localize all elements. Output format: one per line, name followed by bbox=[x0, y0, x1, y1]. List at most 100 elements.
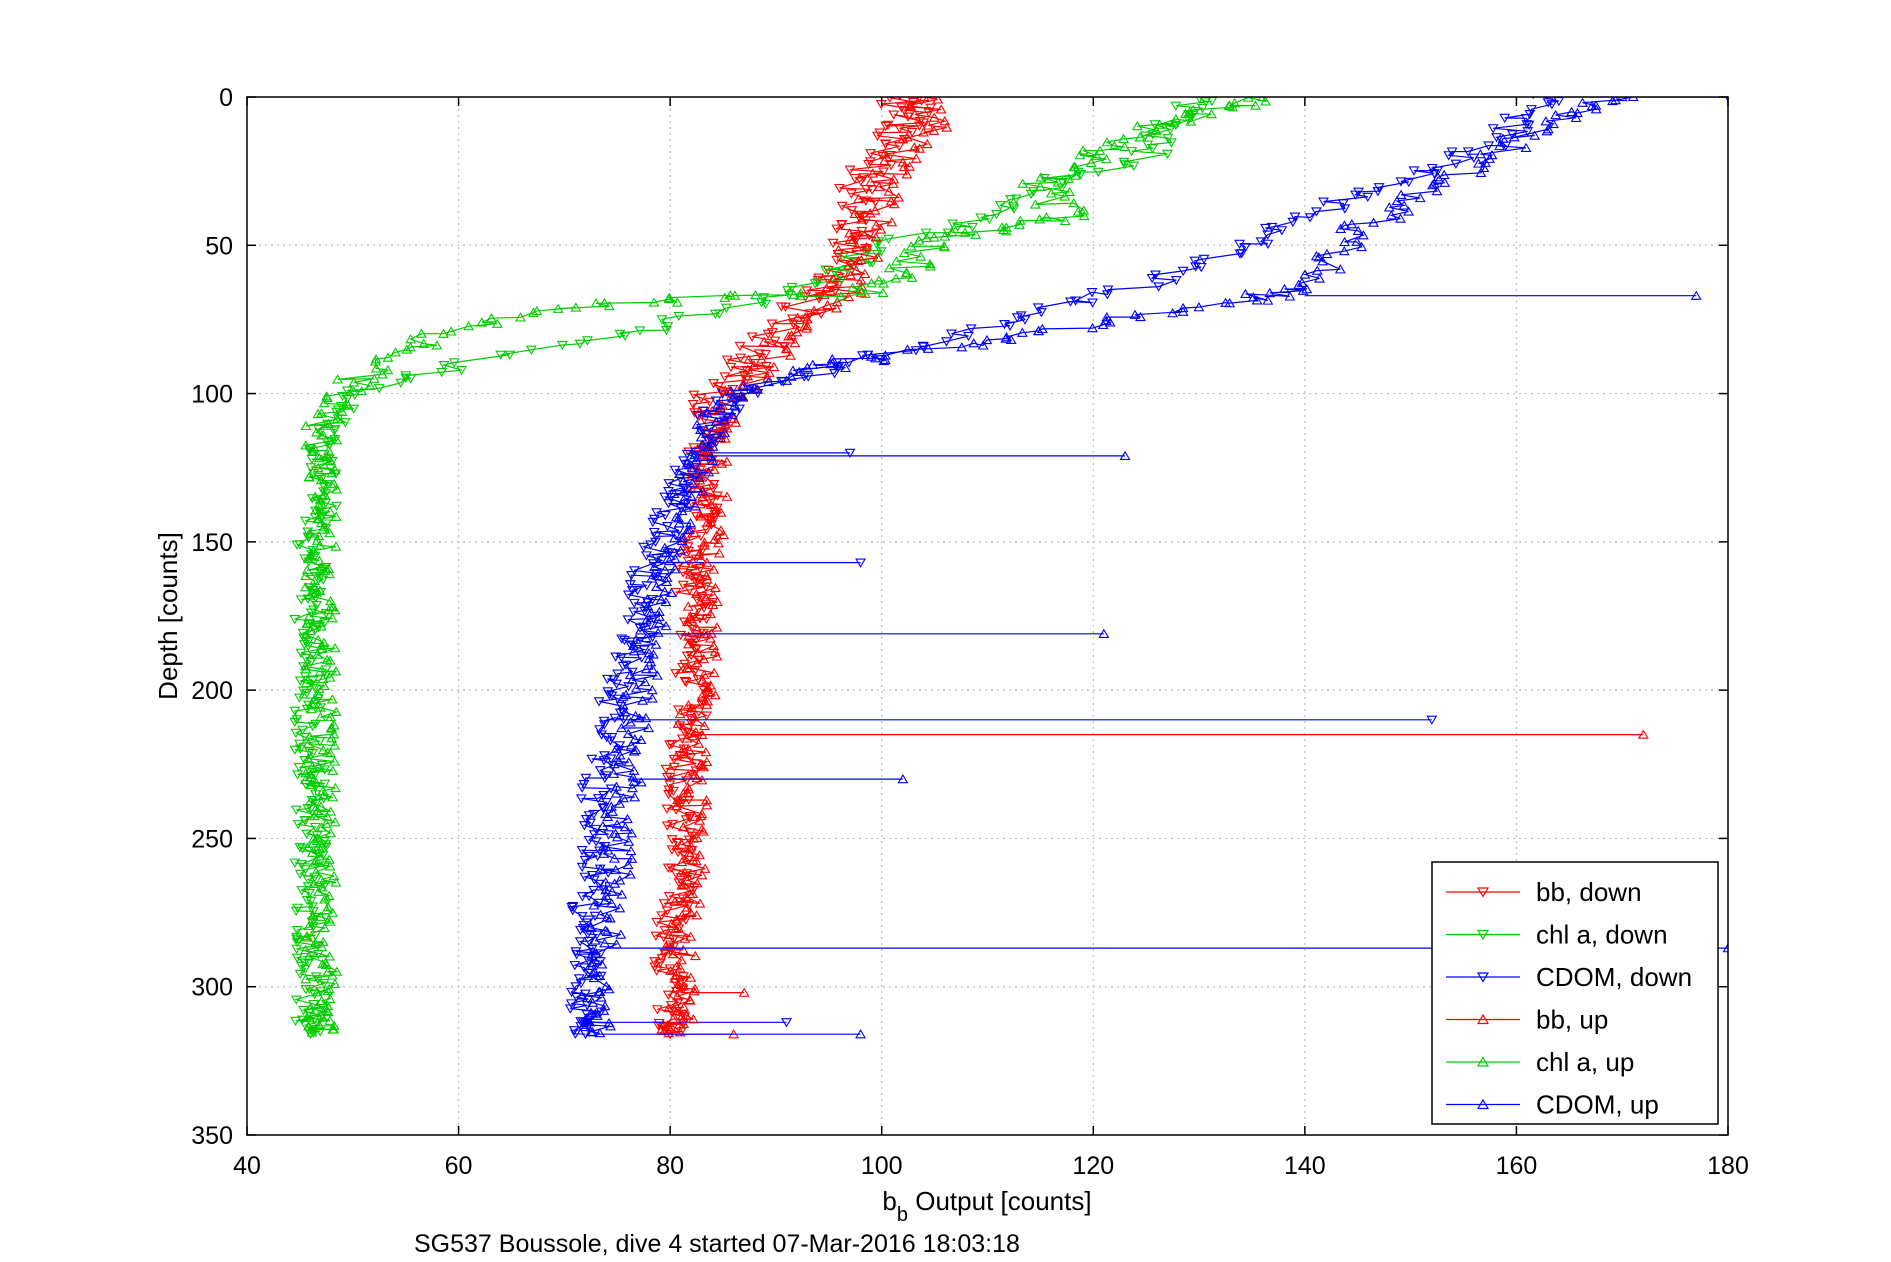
data-point bbox=[701, 408, 713, 418]
data-point bbox=[681, 449, 693, 460]
data-point bbox=[313, 499, 325, 510]
data-point bbox=[661, 821, 673, 831]
data-point bbox=[1520, 142, 1532, 153]
data-point bbox=[786, 330, 797, 340]
data-point bbox=[1036, 323, 1048, 334]
data-point bbox=[847, 282, 859, 292]
data-point bbox=[1257, 97, 1269, 102]
data-point bbox=[594, 725, 606, 735]
data-point bbox=[942, 228, 954, 238]
data-point bbox=[320, 840, 332, 850]
data-point bbox=[801, 362, 813, 372]
data-point bbox=[873, 275, 885, 285]
data-point bbox=[339, 418, 351, 428]
data-point bbox=[325, 827, 336, 838]
data-point bbox=[306, 847, 318, 857]
data-point bbox=[660, 596, 672, 607]
data-point bbox=[758, 293, 770, 303]
data-point bbox=[662, 499, 674, 509]
data-point bbox=[298, 633, 310, 643]
data-point bbox=[604, 913, 616, 923]
data-point bbox=[669, 553, 681, 564]
data-point bbox=[1147, 144, 1158, 154]
data-point bbox=[807, 359, 819, 369]
data-point bbox=[831, 303, 843, 313]
data-point bbox=[316, 640, 327, 650]
data-point bbox=[628, 765, 640, 775]
data-point bbox=[1284, 291, 1296, 301]
data-point bbox=[590, 948, 602, 958]
data-point bbox=[570, 982, 582, 992]
data-point bbox=[601, 674, 613, 685]
data-point bbox=[311, 649, 323, 659]
data-point bbox=[713, 548, 725, 558]
data-point bbox=[304, 731, 316, 741]
data-point bbox=[1229, 97, 1241, 108]
data-point bbox=[316, 408, 327, 418]
data-point bbox=[680, 502, 692, 512]
data-point bbox=[711, 622, 723, 632]
data-point bbox=[1250, 100, 1261, 110]
data-point bbox=[646, 693, 658, 703]
data-point bbox=[904, 100, 916, 110]
data-point bbox=[685, 972, 697, 982]
series-chl-a-up bbox=[299, 97, 1271, 1037]
data-point bbox=[306, 454, 318, 465]
data-point bbox=[737, 392, 749, 402]
data-point bbox=[697, 675, 709, 685]
data-point bbox=[704, 397, 716, 408]
data-point bbox=[1521, 120, 1533, 130]
legend-marker bbox=[1476, 972, 1490, 983]
spike-point bbox=[1637, 729, 1649, 739]
data-point bbox=[1060, 175, 1072, 186]
data-point bbox=[302, 641, 314, 652]
data-point bbox=[676, 856, 688, 867]
data-point bbox=[689, 449, 701, 459]
data-point bbox=[300, 420, 312, 431]
data-point bbox=[939, 116, 951, 126]
data-point bbox=[653, 611, 665, 621]
data-point bbox=[581, 1016, 592, 1026]
legend-label: bb, down bbox=[1536, 877, 1642, 907]
data-point bbox=[308, 878, 320, 889]
data-point bbox=[799, 312, 811, 322]
data-point bbox=[753, 349, 765, 359]
data-point bbox=[673, 311, 685, 322]
data-point bbox=[767, 328, 778, 338]
data-point bbox=[769, 336, 781, 346]
data-point bbox=[303, 611, 315, 621]
data-point bbox=[1383, 202, 1395, 212]
data-point bbox=[682, 601, 694, 611]
data-point bbox=[795, 287, 807, 298]
data-point bbox=[720, 303, 732, 313]
data-point bbox=[299, 755, 310, 766]
data-point bbox=[1059, 215, 1071, 226]
x-axis-label: bb Output [counts] bbox=[882, 1186, 1091, 1226]
data-point bbox=[678, 981, 690, 991]
data-point bbox=[1086, 288, 1098, 298]
data-point bbox=[1131, 120, 1143, 131]
data-point bbox=[1190, 262, 1202, 272]
data-point bbox=[671, 991, 683, 1001]
data-point bbox=[311, 987, 323, 997]
data-point bbox=[331, 484, 343, 494]
data-point bbox=[650, 581, 662, 591]
data-point bbox=[661, 547, 673, 557]
data-point bbox=[675, 545, 687, 555]
data-point bbox=[709, 513, 721, 523]
data-point bbox=[696, 691, 708, 701]
data-point bbox=[619, 635, 630, 646]
series-line bbox=[303, 97, 1267, 1033]
data-point bbox=[1085, 157, 1097, 168]
data-point bbox=[616, 889, 628, 899]
data-point bbox=[308, 469, 320, 479]
data-point bbox=[870, 353, 881, 363]
data-point bbox=[1616, 97, 1628, 102]
data-point bbox=[614, 798, 626, 808]
data-point bbox=[1189, 256, 1201, 266]
data-point bbox=[1523, 120, 1535, 131]
data-point bbox=[763, 367, 775, 377]
data-point bbox=[1607, 97, 1619, 106]
data-point bbox=[1170, 113, 1182, 124]
data-point bbox=[778, 377, 789, 387]
